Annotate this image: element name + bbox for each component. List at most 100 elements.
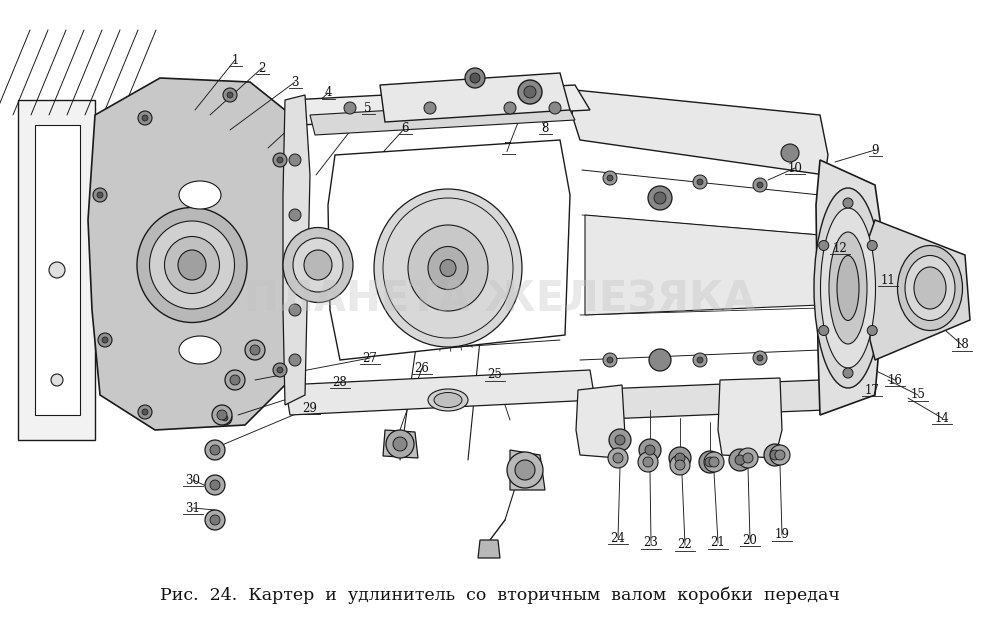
Polygon shape — [572, 90, 828, 175]
Ellipse shape — [898, 246, 962, 330]
Circle shape — [764, 444, 786, 466]
Ellipse shape — [164, 237, 220, 294]
Circle shape — [470, 73, 480, 83]
Text: 5: 5 — [364, 101, 372, 115]
Circle shape — [675, 460, 685, 470]
Text: 28: 28 — [333, 375, 347, 389]
Circle shape — [654, 192, 666, 204]
Circle shape — [49, 262, 65, 278]
Ellipse shape — [829, 232, 867, 344]
Ellipse shape — [293, 238, 343, 292]
Circle shape — [225, 370, 245, 390]
Ellipse shape — [440, 260, 456, 277]
Circle shape — [205, 475, 225, 495]
Circle shape — [277, 157, 283, 163]
Ellipse shape — [914, 267, 946, 309]
Text: 8: 8 — [541, 122, 549, 134]
Circle shape — [770, 445, 790, 465]
Circle shape — [639, 439, 661, 461]
Circle shape — [669, 447, 691, 469]
Ellipse shape — [374, 189, 522, 347]
Polygon shape — [478, 540, 500, 558]
Circle shape — [549, 102, 561, 114]
Circle shape — [648, 186, 672, 210]
Text: 21: 21 — [711, 537, 725, 549]
Text: 10: 10 — [788, 161, 802, 175]
Polygon shape — [868, 220, 970, 360]
Circle shape — [781, 144, 799, 162]
Polygon shape — [283, 95, 310, 405]
Circle shape — [843, 368, 853, 378]
Text: 17: 17 — [865, 384, 879, 396]
Circle shape — [775, 450, 785, 460]
Polygon shape — [576, 385, 625, 458]
Circle shape — [142, 409, 148, 415]
Ellipse shape — [820, 208, 876, 368]
Circle shape — [344, 102, 356, 114]
Circle shape — [386, 430, 414, 458]
Circle shape — [697, 357, 703, 363]
Polygon shape — [88, 78, 305, 430]
Circle shape — [138, 111, 152, 125]
Circle shape — [205, 510, 225, 530]
Circle shape — [245, 340, 265, 360]
Circle shape — [210, 445, 220, 455]
Circle shape — [138, 405, 152, 419]
Text: 30: 30 — [186, 473, 200, 487]
Text: 20: 20 — [743, 534, 757, 546]
Circle shape — [608, 448, 628, 468]
Circle shape — [222, 415, 228, 421]
Circle shape — [218, 411, 232, 425]
Polygon shape — [510, 450, 545, 490]
Circle shape — [205, 440, 225, 460]
Text: 9: 9 — [871, 144, 879, 156]
Polygon shape — [283, 85, 590, 405]
Circle shape — [649, 349, 671, 371]
Ellipse shape — [837, 256, 859, 320]
Circle shape — [98, 333, 112, 347]
Ellipse shape — [179, 181, 221, 209]
Ellipse shape — [178, 250, 206, 280]
Circle shape — [867, 241, 877, 251]
Text: ПЛАНЕТА ЖЕЛЕЗЯКА: ПЛАНЕТА ЖЕЛЕЗЯКА — [244, 279, 756, 321]
Polygon shape — [285, 370, 595, 415]
Circle shape — [638, 452, 658, 472]
Circle shape — [102, 337, 108, 343]
Circle shape — [507, 452, 543, 488]
Ellipse shape — [408, 225, 488, 311]
Text: 4: 4 — [324, 87, 332, 99]
Text: 12: 12 — [833, 242, 847, 254]
Text: 22: 22 — [678, 539, 692, 551]
Ellipse shape — [137, 208, 247, 322]
Ellipse shape — [283, 227, 353, 303]
Circle shape — [607, 357, 613, 363]
Circle shape — [743, 453, 753, 463]
Ellipse shape — [814, 188, 882, 388]
Circle shape — [230, 375, 240, 385]
Polygon shape — [328, 140, 570, 360]
Circle shape — [607, 175, 613, 181]
Circle shape — [223, 88, 237, 102]
Ellipse shape — [428, 389, 468, 411]
Circle shape — [289, 304, 301, 316]
Text: 24: 24 — [611, 532, 625, 544]
Text: 2: 2 — [258, 61, 266, 75]
Circle shape — [504, 102, 516, 114]
Circle shape — [699, 451, 721, 473]
Circle shape — [212, 405, 232, 425]
Ellipse shape — [150, 221, 234, 309]
Circle shape — [217, 410, 227, 420]
Text: 3: 3 — [291, 75, 299, 89]
Circle shape — [670, 455, 690, 475]
Circle shape — [819, 325, 829, 335]
Ellipse shape — [428, 246, 468, 289]
Ellipse shape — [179, 336, 221, 364]
Circle shape — [843, 198, 853, 208]
Polygon shape — [578, 380, 825, 420]
Circle shape — [210, 480, 220, 490]
Circle shape — [770, 450, 780, 460]
Circle shape — [735, 455, 745, 465]
Circle shape — [757, 182, 763, 188]
Circle shape — [603, 171, 617, 185]
Circle shape — [515, 460, 535, 480]
